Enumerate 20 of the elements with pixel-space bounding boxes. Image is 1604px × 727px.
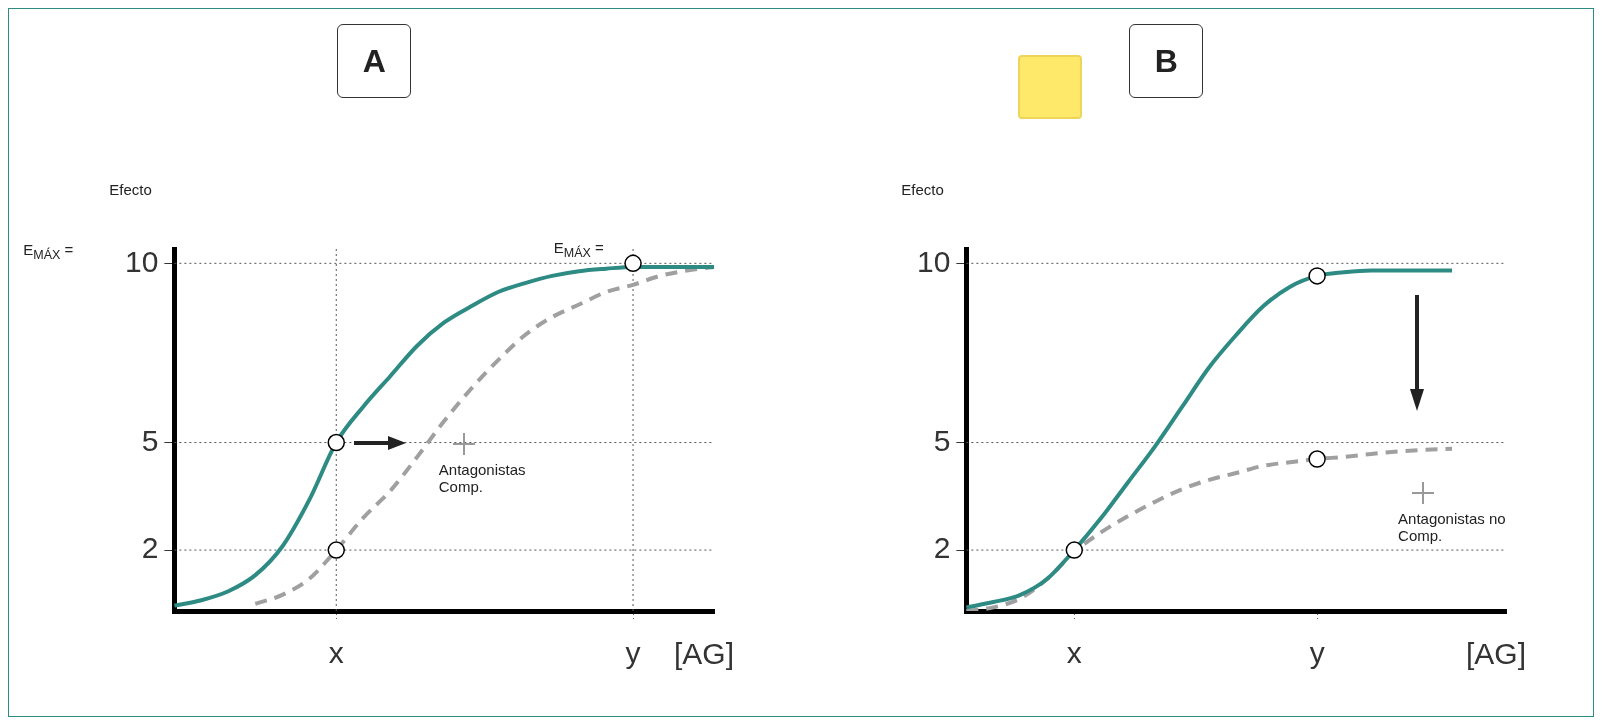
y-axis-title: Efecto bbox=[109, 181, 152, 199]
annotation: E$_{MÁX}$ = bbox=[553, 238, 604, 260]
y-tick-label: 5 bbox=[141, 423, 159, 457]
x-axis-title: [AG] bbox=[674, 637, 735, 671]
y-tick-label: 5 bbox=[933, 423, 951, 457]
chart-title: B bbox=[1129, 24, 1204, 98]
annotation: Antagonistas no Comp. bbox=[1398, 510, 1507, 545]
y-tick-label: 10 bbox=[916, 244, 951, 278]
y-tick-label: 10 bbox=[124, 244, 159, 278]
x-axis-title: [AG] bbox=[1466, 637, 1527, 671]
y-tick-label: 2 bbox=[933, 531, 951, 565]
annotation: Antagonistas Comp. bbox=[438, 461, 527, 496]
x-tick-label: y bbox=[625, 636, 641, 670]
text: E$_{MÁX}$ = bbox=[23, 241, 74, 263]
x-tick-label: x bbox=[1066, 636, 1082, 670]
y-tick-label: 2 bbox=[141, 531, 159, 565]
chart-title: A bbox=[337, 24, 412, 98]
y-axis-title: Efecto bbox=[901, 181, 944, 199]
x-tick-label: x bbox=[328, 636, 344, 670]
x-tick-label: y bbox=[1309, 636, 1325, 670]
